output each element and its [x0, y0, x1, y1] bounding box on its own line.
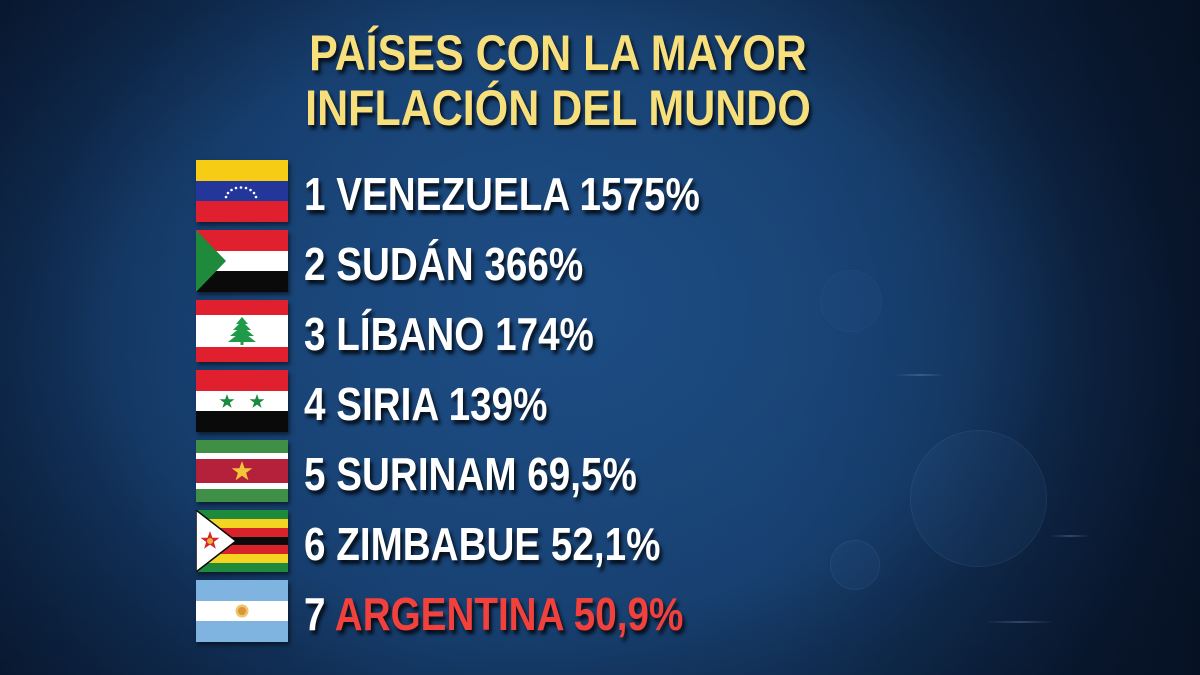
ranking-label: 7 ARGENTINA 50,9% [304, 586, 683, 642]
page-title: PAÍSES CON LA MAYOR INFLACIÓN DEL MUNDO [300, 26, 816, 136]
inflation-value-highlighted: 50,9% [573, 588, 684, 640]
country-name: SIRIA [336, 378, 438, 430]
title-line-1: PAÍSES CON LA MAYOR [309, 25, 807, 81]
suriname-flag-icon [196, 440, 288, 502]
background-bokeh [820, 270, 882, 332]
country-name: SUDÁN [336, 238, 474, 290]
sudan-flag-icon [196, 230, 288, 292]
ranking-label: 6 ZIMBABUE 52,1% [304, 516, 660, 572]
background-streak [985, 621, 1055, 623]
background-bokeh [910, 430, 1047, 567]
rank: 6 [304, 518, 326, 570]
inflation-value: 69,5% [527, 448, 637, 500]
ranking-label: 1 VENEZUELA 1575% [304, 166, 700, 222]
country-name: ZIMBABUE [336, 518, 541, 570]
argentina-flag-icon [196, 580, 288, 642]
ranking-label: 4 SIRIA 139% [304, 376, 547, 432]
lebanon-flag-icon [196, 300, 288, 362]
country-name: VENEZUELA [336, 168, 569, 220]
title-line-2: INFLACIÓN DEL MUNDO [305, 80, 811, 136]
inflation-value: 52,1% [550, 518, 661, 570]
ranking-label: 3 LÍBANO 174% [304, 306, 594, 362]
rank: 7 [304, 588, 326, 640]
rank: 2 [304, 238, 326, 290]
inflation-value: 1575% [579, 168, 700, 220]
country-name-highlighted: ARGENTINA [334, 588, 564, 640]
rank: 3 [304, 308, 326, 360]
ranking-label: 2 SUDÁN 366% [304, 236, 583, 292]
venezuela-flag-icon [196, 160, 288, 222]
inflation-value: 366% [484, 238, 584, 290]
rank: 1 [304, 168, 326, 220]
zimbabwe-flag-icon [196, 510, 288, 572]
ranking-label: 5 SURINAM 69,5% [304, 446, 637, 502]
rank: 4 [304, 378, 326, 430]
background-bokeh [830, 540, 880, 590]
country-name: LÍBANO [336, 308, 485, 360]
inflation-value: 174% [495, 308, 594, 360]
country-name: SURINAM [336, 448, 517, 500]
rank: 5 [304, 448, 326, 500]
background-streak [1050, 535, 1090, 537]
background-streak [895, 374, 945, 376]
syria-flag-icon [196, 370, 288, 432]
inflation-value: 139% [448, 378, 548, 430]
